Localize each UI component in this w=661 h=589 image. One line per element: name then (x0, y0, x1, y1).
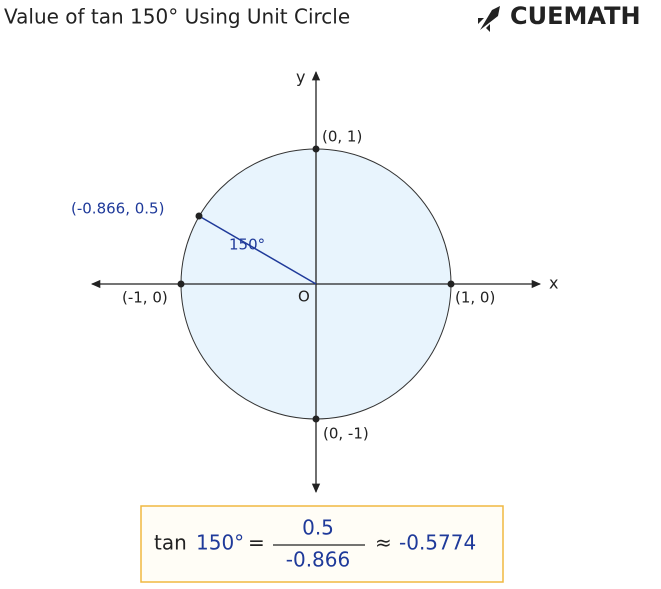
logo: CUEMATH (478, 2, 641, 32)
point (177, 280, 185, 288)
formula-numerator: 0.5 (302, 516, 334, 540)
formula-box: tan 150° = 0.5 -0.866 ≈ -0.5774 (140, 505, 504, 583)
points (177, 145, 455, 423)
point-label: (0, 1) (322, 128, 362, 146)
point-label: (-0.866, 0.5) (71, 200, 164, 218)
point (195, 212, 203, 220)
point (447, 280, 455, 288)
logo-text: CUEMATH (510, 2, 641, 30)
logo-icon (478, 6, 500, 32)
formula-function: tan (154, 531, 187, 555)
box (140, 505, 504, 583)
point-label: (1, 0) (455, 289, 495, 307)
x-axis-label: x (549, 274, 558, 293)
point (312, 145, 320, 153)
formula-approx: ≈ (375, 531, 392, 555)
point-label: (-1, 0) (122, 289, 168, 307)
y-axis-label: y (296, 68, 305, 87)
formula-denominator: -0.866 (286, 548, 350, 572)
origin-label: O (298, 288, 310, 306)
point (312, 415, 320, 423)
formula-angle: 150° (196, 531, 244, 555)
formula-result: -0.5774 (399, 531, 476, 555)
point-label: (0, -1) (323, 425, 369, 443)
formula-equals: = (248, 531, 265, 555)
title: Value of tan 150° Using Unit Circle (4, 5, 350, 29)
angle-label: 150° (229, 236, 265, 254)
radius (198, 215, 317, 285)
